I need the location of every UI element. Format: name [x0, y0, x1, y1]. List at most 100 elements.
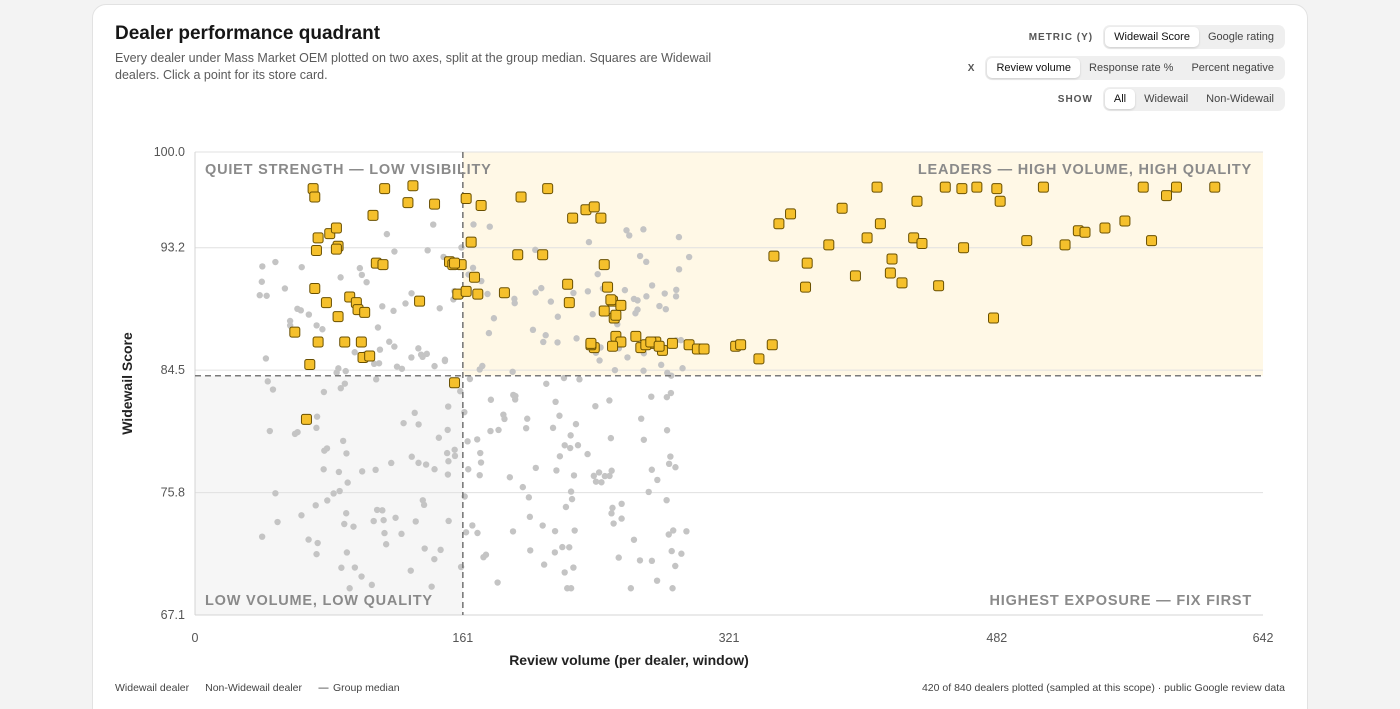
non-widewail-dot [539, 522, 546, 529]
widewail-dealer-point [312, 336, 324, 348]
widewail-dealer-point [908, 232, 920, 244]
widewail-dealer-point [449, 257, 461, 269]
non-widewail-dot [388, 459, 395, 467]
non-widewail-dot [678, 550, 685, 557]
show-option-non-widewail[interactable]: Non-Widewail [1206, 93, 1274, 105]
widewail-dealer-point [735, 339, 747, 351]
widewail-dealer-point [849, 270, 861, 282]
non-widewail-dot [490, 315, 498, 322]
widewail-dealer-point [330, 243, 342, 255]
non-widewail-dot [594, 270, 601, 278]
non-widewail-dot [262, 355, 270, 362]
non-widewail-dot [486, 223, 493, 230]
widewail-dealer-point [871, 181, 883, 193]
non-widewail-dot [566, 544, 573, 551]
widewail-dealer-point [801, 257, 813, 269]
x-label: X [967, 62, 976, 74]
non-widewail-dot [663, 427, 671, 434]
quadrant-label-bottom-right: HIGHEST EXPOSURE — FIX FIRST [990, 593, 1253, 609]
widewail-dealer-point [607, 340, 619, 352]
non-widewail-dot [553, 467, 560, 474]
non-widewail-dot [511, 299, 518, 307]
widewail-dealer-point [472, 288, 484, 300]
widewail-dealer-point [753, 353, 765, 365]
non-widewail-dot [476, 472, 483, 479]
non-widewail-dot [444, 471, 452, 478]
non-widewail-dot [392, 514, 399, 521]
non-widewail-dot [342, 367, 349, 375]
non-widewail-dot [532, 289, 539, 296]
widewail-dealer-point [304, 359, 316, 371]
non-widewail-dot [344, 479, 351, 486]
non-widewail-dot [495, 426, 502, 434]
show-option-widewail[interactable]: Widewail [1144, 93, 1189, 105]
non-widewail-dot [469, 522, 476, 529]
non-widewail-dot [381, 529, 388, 537]
x-option-percent-negative[interactable]: Percent negative [1191, 62, 1274, 74]
widewail-dealer-point [916, 237, 928, 249]
x-control: X Review volume Response rate % Percent … [968, 56, 1285, 80]
non-widewail-dot [372, 466, 379, 474]
non-widewail-dot [672, 464, 679, 471]
widewail-dealer-point [537, 249, 549, 261]
non-widewail-dot [634, 306, 641, 313]
show-label: SHOW [1057, 93, 1093, 105]
non-widewail-dot [457, 388, 464, 395]
non-widewail-dot [430, 221, 437, 228]
non-widewail-dot [324, 497, 331, 504]
non-widewail-dot [269, 386, 277, 393]
x-tick-label: 0 [192, 631, 199, 645]
non-widewail-dot [623, 227, 630, 234]
non-widewail-dot [305, 311, 313, 318]
widewail-dealer-point [563, 297, 575, 309]
non-widewail-dot [669, 585, 676, 592]
widewail-dealer-point [991, 183, 1003, 195]
widewail-dealer-point [956, 183, 968, 195]
non-widewail-dot [573, 335, 580, 342]
non-widewail-dot [379, 507, 386, 514]
non-widewail-dot [526, 513, 534, 521]
y-tick-label: 84.5 [161, 363, 185, 377]
show-option-all[interactable]: All [1104, 89, 1136, 109]
non-widewail-dot [383, 230, 391, 238]
widewail-dealer-point [605, 294, 617, 306]
non-widewail-dot [350, 523, 357, 530]
non-widewail-dot [609, 504, 616, 512]
non-widewail-dot [336, 487, 343, 495]
non-widewail-dot [458, 244, 465, 251]
non-widewail-dot [561, 569, 568, 576]
quadrant-label-bottom-left: LOW VOLUME, LOW QUALITY [205, 593, 433, 609]
non-widewail-dot [379, 303, 386, 310]
non-widewail-dot [576, 376, 583, 383]
non-widewail-dot [373, 506, 381, 514]
non-widewail-dot [540, 561, 548, 568]
widewail-dealer-point [312, 232, 324, 244]
non-widewail-dot [264, 378, 271, 385]
non-widewail-dot [330, 490, 337, 497]
non-widewail-dot [370, 517, 377, 525]
non-widewail-dot [584, 450, 591, 458]
non-widewail-dot [358, 468, 366, 475]
non-widewail-dot [543, 380, 550, 387]
non-widewail-dot [556, 412, 563, 419]
non-widewail-dot [611, 366, 619, 374]
non-widewail-dot [509, 528, 517, 535]
non-widewail-dot [313, 413, 321, 420]
widewail-dealer-point [359, 306, 371, 318]
non-widewail-dot [608, 467, 615, 474]
non-widewail-dot [638, 415, 645, 422]
metric-option-widewail-score[interactable]: Widewail Score [1105, 27, 1199, 47]
non-widewail-dot [402, 300, 409, 307]
x-tick-label: 482 [986, 631, 1007, 645]
x-option-response-rate[interactable]: Response rate % [1089, 62, 1174, 74]
x-tick-label: 642 [1253, 631, 1274, 645]
non-widewail-dot [398, 365, 406, 372]
non-widewail-dot [415, 421, 422, 428]
non-widewail-dot [529, 326, 537, 334]
x-option-review-volume[interactable]: Review volume [987, 58, 1081, 78]
non-widewail-dot [398, 530, 405, 538]
non-widewail-dot [313, 424, 320, 432]
quadrant-label-top-left: QUIET STRENGTH — LOW VISIBILITY [205, 162, 492, 178]
metric-option-google-rating[interactable]: Google rating [1207, 31, 1274, 43]
